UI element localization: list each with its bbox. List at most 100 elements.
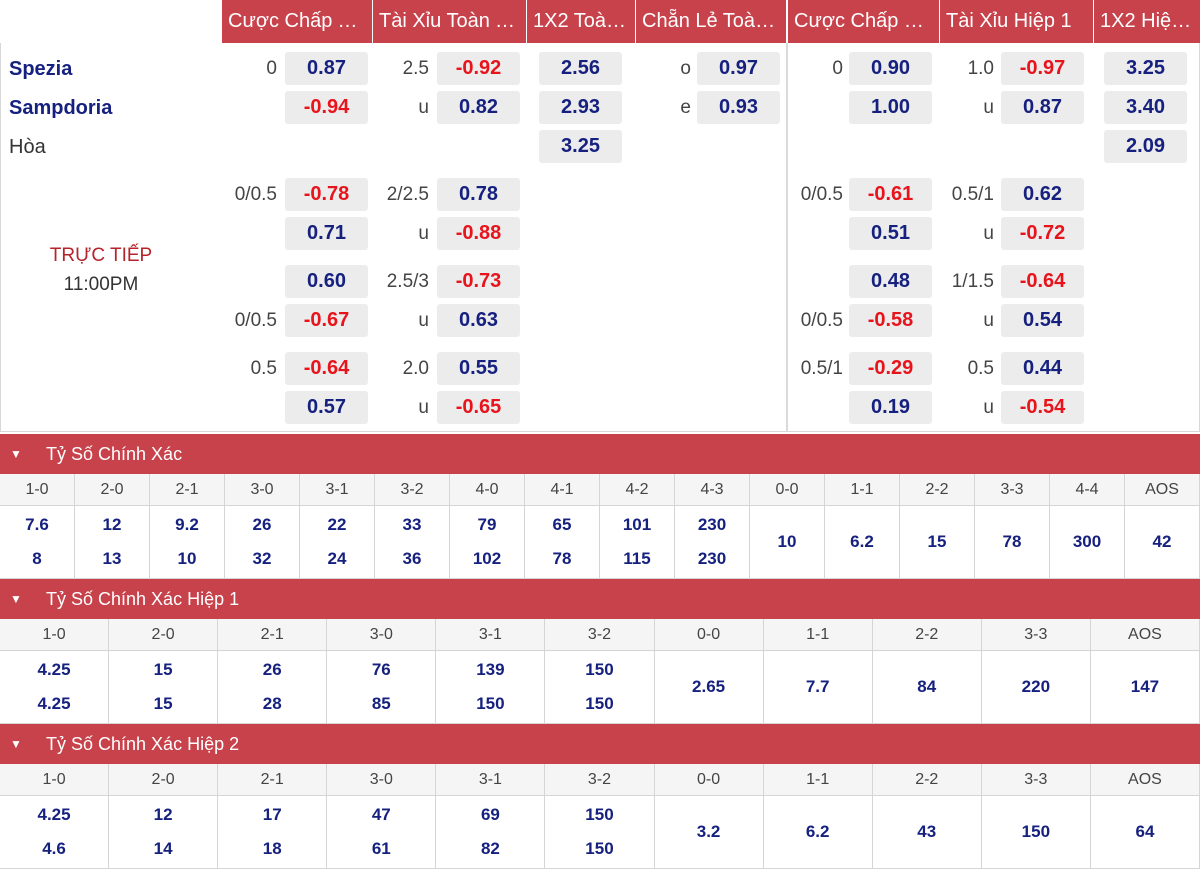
odds-cell[interactable]: 0.71 <box>285 217 368 250</box>
odds-cell[interactable]: 0.44 <box>1001 352 1084 385</box>
score-odds[interactable]: 7.6 <box>25 515 49 534</box>
score-odds[interactable]: 78 <box>552 549 572 568</box>
odds-cell[interactable]: 3.25 <box>539 130 622 163</box>
score-odds[interactable]: 3.2 <box>696 822 721 841</box>
odds-cell[interactable]: 0.90 <box>849 52 932 85</box>
score-odds[interactable]: 220 <box>1021 677 1051 696</box>
chevron-down-icon[interactable]: ▼ <box>10 737 22 751</box>
score-odds[interactable]: 4.6 <box>42 839 66 858</box>
score-odds[interactable]: 10 <box>177 549 197 568</box>
score-odds[interactable]: 300 <box>1072 532 1102 551</box>
score-odds[interactable]: 15 <box>153 694 173 713</box>
score-odds[interactable]: 4.25 <box>37 694 71 713</box>
score-odds[interactable]: 82 <box>480 839 500 858</box>
odds-cell[interactable]: -0.92 <box>437 52 520 85</box>
score-odds[interactable]: 64 <box>1135 822 1155 841</box>
score-odds[interactable]: 8 <box>32 549 42 568</box>
odds-cell[interactable]: 2.09 <box>1104 130 1187 163</box>
odds-cell[interactable]: 0.93 <box>697 91 780 124</box>
odds-cell[interactable]: -0.64 <box>1001 265 1084 298</box>
chevron-down-icon[interactable]: ▼ <box>10 447 22 461</box>
score-odds[interactable]: 65 <box>552 515 572 534</box>
odds-cell[interactable]: 0.60 <box>285 265 368 298</box>
score-odds[interactable]: 12 <box>153 805 173 824</box>
score-odds[interactable]: 13 <box>102 549 122 568</box>
header-h1-handicap[interactable]: Cược Chấp Hiệp 1 <box>787 0 939 43</box>
score-odds[interactable]: 4.25 <box>37 805 71 824</box>
score-odds[interactable]: 7.7 <box>805 677 830 696</box>
odds-cell[interactable]: -0.94 <box>285 91 368 124</box>
odds-cell[interactable]: -0.97 <box>1001 52 1084 85</box>
score-odds[interactable]: 78 <box>1002 532 1022 551</box>
score-odds[interactable]: 84 <box>917 677 937 696</box>
score-odds[interactable]: 9.2 <box>175 515 199 534</box>
odds-cell[interactable]: 2.56 <box>539 52 622 85</box>
score-odds[interactable]: 24 <box>327 549 347 568</box>
odds-cell[interactable]: 0.57 <box>285 391 368 424</box>
odds-cell[interactable]: 0.48 <box>849 265 932 298</box>
score-odds[interactable]: 150 <box>585 660 614 679</box>
score-odds[interactable]: 12 <box>102 515 122 534</box>
score-odds[interactable]: 32 <box>252 549 272 568</box>
score-odds[interactable]: 150 <box>585 805 614 824</box>
score-odds[interactable]: 69 <box>480 805 500 824</box>
section-header[interactable]: ▼ Tỷ Số Chính Xác Hiệp 2 <box>0 724 1200 764</box>
score-odds[interactable]: 36 <box>402 549 422 568</box>
score-odds[interactable]: 33 <box>402 515 422 534</box>
section-header[interactable]: ▼ Tỷ Số Chính Xác <box>0 434 1200 474</box>
odds-cell[interactable]: 0.82 <box>437 91 520 124</box>
odds-cell[interactable]: -0.54 <box>1001 391 1084 424</box>
chevron-down-icon[interactable]: ▼ <box>10 592 22 606</box>
score-odds[interactable]: 115 <box>623 549 651 568</box>
odds-cell[interactable]: 2.93 <box>539 91 622 124</box>
score-odds[interactable]: 43 <box>917 822 937 841</box>
score-odds[interactable]: 101 <box>622 515 652 534</box>
odds-cell[interactable]: 0.54 <box>1001 304 1084 337</box>
odds-cell[interactable]: -0.65 <box>437 391 520 424</box>
score-odds[interactable]: 79 <box>477 515 497 534</box>
score-odds[interactable]: 26 <box>262 660 282 679</box>
odds-cell[interactable]: 0.87 <box>285 52 368 85</box>
header-ft-handicap[interactable]: Cược Chấp Toàn Trận <box>222 0 372 43</box>
header-ft-odd-even[interactable]: Chẵn Lẻ Toàn Trận <box>635 0 786 43</box>
score-odds[interactable]: 6.2 <box>850 532 874 551</box>
score-odds[interactable]: 76 <box>371 660 391 679</box>
score-odds[interactable]: 28 <box>262 694 282 713</box>
score-odds[interactable]: 230 <box>697 549 727 568</box>
odds-cell[interactable]: -0.88 <box>437 217 520 250</box>
odds-cell[interactable]: -0.78 <box>285 178 368 211</box>
score-odds[interactable]: 15 <box>927 532 947 551</box>
score-odds[interactable]: 150 <box>585 839 614 858</box>
score-odds[interactable]: 22 <box>327 515 347 534</box>
section-header[interactable]: ▼ Tỷ Số Chính Xác Hiệp 1 <box>0 579 1200 619</box>
odds-cell[interactable]: 0.63 <box>437 304 520 337</box>
score-odds[interactable]: 85 <box>371 694 391 713</box>
odds-cell[interactable]: -0.64 <box>285 352 368 385</box>
header-ft-1x2[interactable]: 1X2 Toàn Trận <box>526 0 635 43</box>
score-odds[interactable]: 2.65 <box>692 677 726 696</box>
score-odds[interactable]: 102 <box>472 549 502 568</box>
score-odds[interactable]: 61 <box>371 839 391 858</box>
odds-cell[interactable]: -0.29 <box>849 352 932 385</box>
odds-cell[interactable]: -0.58 <box>849 304 932 337</box>
score-odds[interactable]: 150 <box>585 694 614 713</box>
odds-cell[interactable]: 3.40 <box>1104 91 1187 124</box>
odds-cell[interactable]: -0.72 <box>1001 217 1084 250</box>
score-odds[interactable]: 42 <box>1152 532 1172 551</box>
odds-cell[interactable]: 3.25 <box>1104 52 1187 85</box>
score-odds[interactable]: 150 <box>1021 822 1051 841</box>
score-odds[interactable]: 18 <box>262 839 282 858</box>
score-odds[interactable]: 6.2 <box>805 822 830 841</box>
odds-cell[interactable]: 0.19 <box>849 391 932 424</box>
odds-cell[interactable]: 0.97 <box>697 52 780 85</box>
header-h1-1x2[interactable]: 1X2 Hiệp 1 <box>1093 0 1200 43</box>
score-odds[interactable]: 15 <box>153 660 173 679</box>
score-odds[interactable]: 26 <box>252 515 272 534</box>
header-h1-over-under[interactable]: Tài Xỉu Hiệp 1 <box>939 0 1093 43</box>
score-odds[interactable]: 47 <box>371 805 391 824</box>
score-odds[interactable]: 147 <box>1130 677 1160 696</box>
odds-cell[interactable]: 0.62 <box>1001 178 1084 211</box>
score-odds[interactable]: 139 <box>476 660 505 679</box>
score-odds[interactable]: 150 <box>476 694 505 713</box>
odds-cell[interactable]: 0.55 <box>437 352 520 385</box>
